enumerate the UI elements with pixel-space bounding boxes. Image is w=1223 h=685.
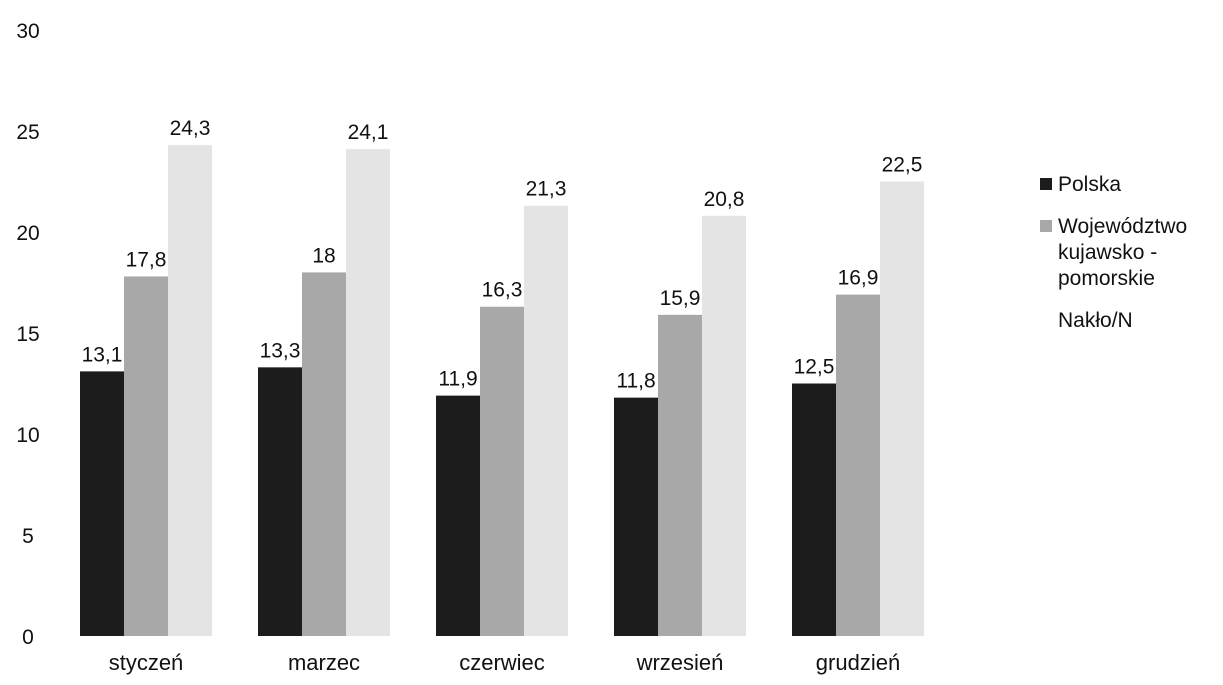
bar-series-0-3 [614,397,658,636]
data-labels: 13,1 17,8 24,3 13,3 18 24,1 11,9 16,3 21,3 11,8 15… [82,117,923,393]
bar-series-1-2 [480,306,524,636]
data-label-series-0-3: 11,8 [616,370,655,393]
bar-series-0-1 [258,367,302,636]
legend-item-naklo: Nakło/N [1040,308,1220,334]
data-label-series-1-0: 17,8 [126,248,167,271]
bar-series-2-3 [702,215,746,636]
legend-item-polska: Polska [1040,172,1220,198]
x-tick-label: grudzień [816,650,900,675]
y-tick-label: 15 [16,323,39,346]
legend-swatch-wojewodztwo [1040,220,1052,232]
data-label-series-2-0: 24,3 [170,117,211,140]
legend-swatch-naklo [1040,314,1052,326]
y-tick-label: 5 [22,525,34,548]
x-tick-label: styczeń [109,650,184,675]
bar-series-0-4 [792,383,836,636]
x-tick-label: wrzesień [636,650,724,675]
bar-series-1-4 [836,294,880,636]
bars [80,145,924,637]
data-label-series-0-0: 13,1 [82,343,123,366]
y-tick-label: 30 [16,20,39,43]
data-label-series-0-2: 11,9 [438,368,477,391]
bar-series-1-1 [302,272,346,636]
data-label-series-1-2: 16,3 [482,279,523,302]
x-axis-ticks: styczeń marzec czerwiec wrzesień grudzień [109,650,900,675]
bar-series-2-2 [524,205,568,637]
y-axis-ticks: 0 5 10 15 20 25 30 [16,20,39,649]
data-label-series-2-1: 24,1 [348,121,389,144]
bar-series-0-2 [436,395,480,636]
data-label-series-0-4: 12,5 [794,356,835,379]
bar-series-2-1 [346,149,390,636]
data-label-series-0-1: 13,3 [260,339,301,362]
y-tick-label: 10 [16,424,39,447]
bar-series-1-3 [658,314,702,636]
x-tick-label: czerwiec [459,650,545,675]
data-label-series-2-4: 22,5 [882,154,923,177]
bar-series-2-0 [168,145,212,636]
legend-swatch-polska [1040,178,1052,190]
bar-series-1-0 [124,276,168,636]
data-label-series-1-4: 16,9 [838,267,879,290]
legend-item-wojewodztwo: Województwo kujawsko - pomorskie [1040,214,1220,292]
data-label-series-2-3: 20,8 [704,188,745,211]
bar-series-2-4 [880,181,924,636]
legend-label-wojewodztwo: Województwo kujawsko - pomorskie [1058,215,1188,290]
x-tick-label: marzec [288,650,360,675]
legend: Polska Województwo kujawsko - pomorskie … [1040,172,1220,350]
bar-series-0-0 [80,371,124,636]
y-tick-label: 25 [16,121,39,144]
data-label-series-1-1: 18 [312,244,335,267]
y-tick-label: 20 [16,222,39,245]
legend-label-polska: Polska [1058,173,1122,196]
legend-label-naklo: Nakło/N [1058,309,1133,332]
y-tick-label: 0 [22,626,34,649]
data-label-series-2-2: 21,3 [526,178,567,201]
data-label-series-1-3: 15,9 [660,287,701,310]
